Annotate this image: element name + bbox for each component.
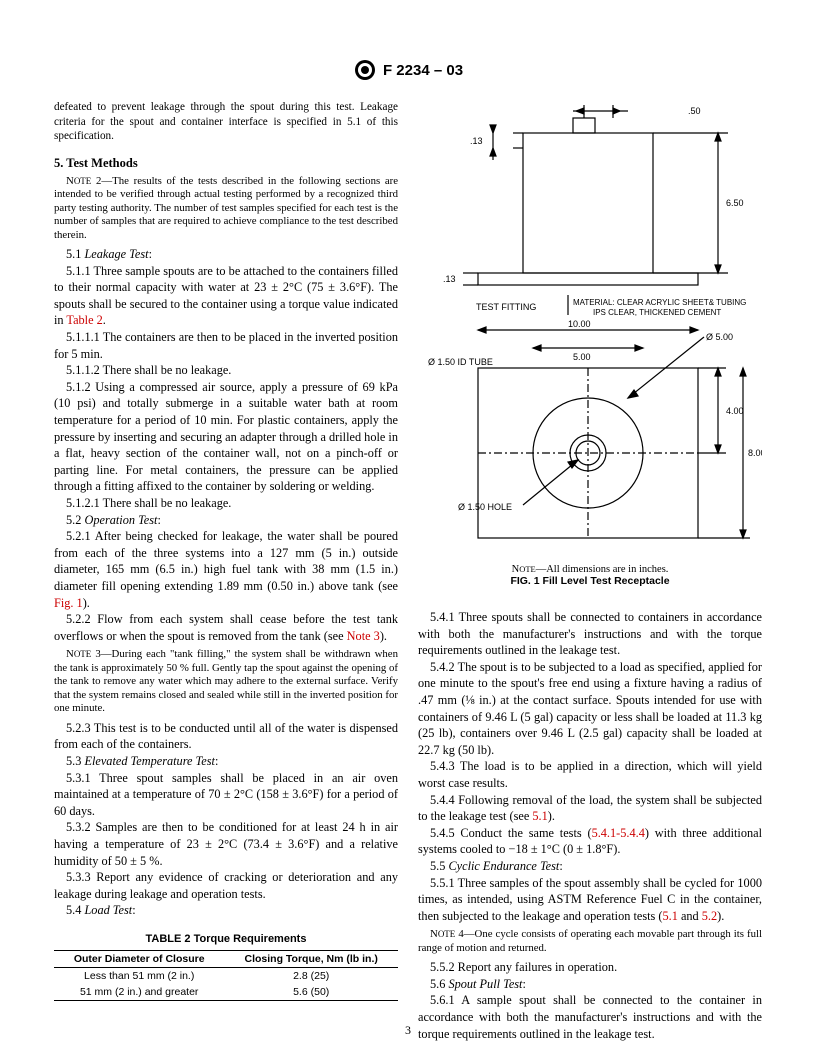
figure1-svg: .50 .13 xyxy=(418,100,762,550)
table2-title: TABLE 2 Torque Requirements xyxy=(54,933,398,945)
svg-text:Ø 5.00: Ø 5.00 xyxy=(706,332,733,342)
p523: 5.2.3 This test is to be conducted until… xyxy=(54,720,398,753)
figure1: .50 .13 xyxy=(418,100,762,555)
p54: 5.4 Load Test: xyxy=(54,902,398,919)
p544: 5.4.4 Following removal of the load, the… xyxy=(418,792,762,825)
header: F 2234 – 03 xyxy=(54,58,762,82)
svg-text:.50: .50 xyxy=(688,106,701,116)
svg-text:TEST FITTING: TEST FITTING xyxy=(476,302,536,312)
link-52[interactable]: 5.2 xyxy=(702,909,717,923)
table2-link[interactable]: Table 2 xyxy=(66,313,102,327)
astm-logo xyxy=(353,58,377,82)
svg-text:6.50: 6.50 xyxy=(726,198,744,208)
p533: 5.3.3 Report any evidence of cracking or… xyxy=(54,869,398,902)
table-row: Less than 51 mm (2 in.) 2.8 (25) xyxy=(54,967,398,984)
p55: 5.5 Cyclic Endurance Test: xyxy=(418,858,762,875)
p522: 5.2.2 Flow from each system shall cease … xyxy=(54,611,398,644)
note3-link[interactable]: Note 3 xyxy=(347,629,380,643)
p51: 5.1 Leakage Test: xyxy=(54,246,398,263)
page: F 2234 – 03 defeated to prevent leakage … xyxy=(0,0,816,1056)
p532: 5.3.2 Samples are then to be conditioned… xyxy=(54,819,398,869)
p53: 5.3 Elevated Temperature Test: xyxy=(54,753,398,770)
p512: 5.1.2 Using a compressed air source, app… xyxy=(54,379,398,495)
link-51[interactable]: 5.1 xyxy=(532,809,547,823)
svg-text:MATERIAL: CLEAR ACRYLIC SHEET&: MATERIAL: CLEAR ACRYLIC SHEET& TUBING xyxy=(573,298,746,307)
p551: 5.5.1 Three samples of the spout assembl… xyxy=(418,875,762,925)
p5121: 5.1.2.1 There shall be no leakage. xyxy=(54,495,398,512)
intro-cont: defeated to prevent leakage through the … xyxy=(54,100,398,144)
p542: 5.4.2 The spout is to be subjected to a … xyxy=(418,659,762,759)
section5-title: 5. Test Methods xyxy=(54,156,398,171)
left-column: defeated to prevent leakage through the … xyxy=(54,100,398,1042)
svg-text:4.00: 4.00 xyxy=(726,406,744,416)
p5111: 5.1.1.1 The containers are then to be pl… xyxy=(54,329,398,362)
table2-col2: Closing Torque, Nm (lb in.) xyxy=(224,950,398,967)
note4: NOTE 4—One cycle consists of operating e… xyxy=(418,928,762,955)
p52: 5.2 Operation Test: xyxy=(54,512,398,529)
p5112: 5.1.1.2 There shall be no leakage. xyxy=(54,362,398,379)
table2-col1: Outer Diameter of Closure xyxy=(54,950,224,967)
link-541-544[interactable]: 5.4.1-5.4.4 xyxy=(592,826,645,840)
p56: 5.6 Spout Pull Test: xyxy=(418,976,762,993)
table-row: 51 mm (2 in.) and greater 5.6 (50) xyxy=(54,984,398,1001)
table2: Outer Diameter of Closure Closing Torque… xyxy=(54,950,398,1001)
svg-text:10.00: 10.00 xyxy=(568,319,591,329)
svg-text:.13: .13 xyxy=(443,274,456,284)
svg-text:Ø 1.50 HOLE: Ø 1.50 HOLE xyxy=(458,502,512,512)
p552: 5.5.2 Report any failures in operation. xyxy=(418,959,762,976)
page-number: 3 xyxy=(0,1023,816,1038)
svg-text:IPS CLEAR, THICKENED CEMENT: IPS CLEAR, THICKENED CEMENT xyxy=(593,308,721,317)
designation: F 2234 – 03 xyxy=(383,62,463,79)
svg-text:Ø 1.50 ID TUBE: Ø 1.50 ID TUBE xyxy=(428,357,493,367)
p543: 5.4.3 The load is to be applied in a dir… xyxy=(418,758,762,791)
note3: NOTE 3—During each "tank filling," the s… xyxy=(54,648,398,715)
right-column: .50 .13 xyxy=(418,100,762,1042)
p545: 5.4.5 Conduct the same tests (5.4.1-5.4.… xyxy=(418,825,762,858)
svg-text:.13: .13 xyxy=(470,136,483,146)
p511: 5.1.1 Three sample spouts are to be atta… xyxy=(54,263,398,329)
p541: 5.4.1 Three spouts shall be connected to… xyxy=(418,609,762,659)
svg-text:5.00: 5.00 xyxy=(573,352,591,362)
note2: NOTE NOTE 2—The results of the tests des… xyxy=(54,175,398,242)
p531: 5.3.1 Three spout samples shall be place… xyxy=(54,770,398,820)
p521: 5.2.1 After being checked for leakage, t… xyxy=(54,528,398,611)
svg-text:8.00: 8.00 xyxy=(748,448,762,458)
fig1-link[interactable]: Fig. 1 xyxy=(54,596,83,610)
columns: defeated to prevent leakage through the … xyxy=(54,100,762,1042)
link-51b[interactable]: 5.1 xyxy=(663,909,678,923)
fig1-caption: NOTE—All dimensions are in inches. FIG. … xyxy=(418,563,762,587)
